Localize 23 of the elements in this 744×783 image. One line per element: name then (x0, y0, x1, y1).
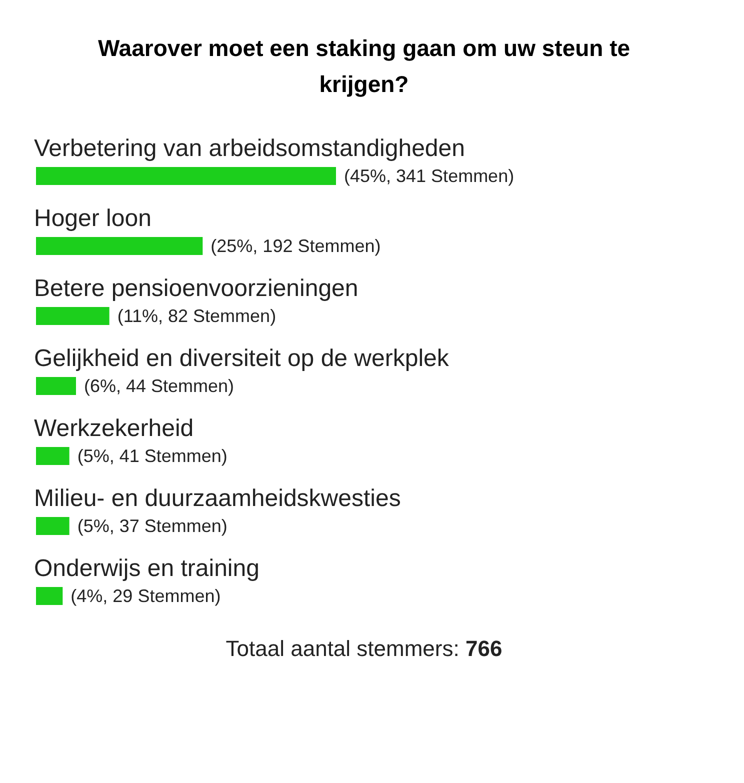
y-tick-label: Werkzekerheid (34, 415, 194, 442)
data-label: (25%, 192 Stemmen) (210, 236, 381, 256)
bar (36, 587, 63, 605)
bar (36, 517, 70, 535)
data-label: (45%, 341 Stemmen) (344, 166, 514, 186)
y-tick-label: Betere pensioenvoorzieningen (34, 275, 358, 302)
data-label: (11%, 82 Stemmen) (117, 306, 276, 326)
y-tick-label: Onderwijs en training (34, 555, 260, 582)
y-tick-label: Verbetering van arbeidsomstandigheden (34, 135, 465, 162)
y-tick-label: Hoger loon (34, 205, 152, 232)
y-tick-label: Gelijkheid en diversiteit op de werkplek (34, 345, 450, 372)
data-label: (6%, 44 Stemmen) (84, 376, 234, 396)
bar (36, 237, 203, 255)
data-label: (5%, 41 Stemmen) (77, 446, 228, 466)
data-label: (4%, 29 Stemmen) (70, 586, 221, 606)
text: Totaal aantal stemmers: 766 (226, 636, 502, 661)
bar (36, 307, 110, 325)
y-tick-label: Milieu- en duurzaamheidskwesties (34, 485, 401, 512)
bar (36, 377, 76, 395)
chart-title: Waarover moet een staking gaan om uw steun te krijgen? (98, 35, 630, 97)
bar (36, 167, 336, 185)
data-label: (5%, 37 Stemmen) (77, 516, 228, 536)
bar (36, 447, 70, 465)
